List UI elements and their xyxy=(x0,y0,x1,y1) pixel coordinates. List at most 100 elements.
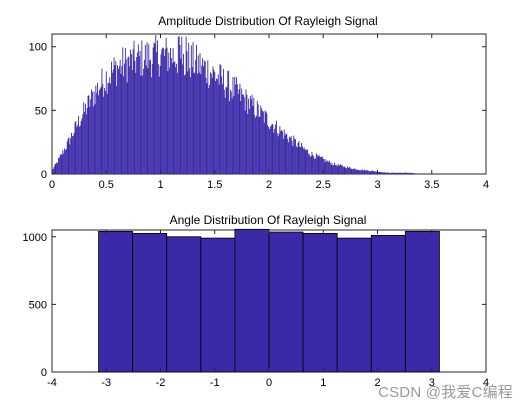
amplitude-bar xyxy=(189,67,191,174)
amplitude-bar xyxy=(356,169,358,174)
amplitude-bar xyxy=(156,52,158,174)
amplitude-bar xyxy=(95,85,97,174)
amplitude-bar xyxy=(365,170,367,174)
amplitude-bar xyxy=(157,40,158,174)
amplitude-bar xyxy=(364,169,366,174)
amplitude-bar xyxy=(117,68,119,174)
amplitude-bar xyxy=(312,154,314,174)
amplitude-bar xyxy=(120,73,122,174)
amplitude-bar xyxy=(124,63,125,174)
amplitude-bar xyxy=(258,117,260,174)
amplitude-bar xyxy=(217,74,219,174)
amplitude-bar xyxy=(351,169,353,174)
amplitude-bar xyxy=(266,113,268,174)
amplitude-bar xyxy=(137,52,138,174)
amplitude-bar xyxy=(309,156,311,174)
amplitude-bar xyxy=(195,59,197,174)
amplitude-bar xyxy=(295,139,296,174)
amplitude-bar xyxy=(298,140,300,174)
amplitude-bar xyxy=(222,68,224,174)
amplitude-bar xyxy=(342,166,344,174)
amplitude-bar xyxy=(161,49,163,174)
amplitude-bar xyxy=(277,136,279,174)
amplitude-bar xyxy=(326,161,328,174)
amplitude-bar xyxy=(306,149,308,174)
amplitude-xtick-label: 3.5 xyxy=(424,179,439,191)
amplitude-bar xyxy=(268,127,270,174)
amplitude-bar xyxy=(77,125,79,174)
amplitude-bar xyxy=(163,56,165,175)
amplitude-bar xyxy=(122,47,124,175)
amplitude-bar xyxy=(372,170,374,174)
amplitude-bar xyxy=(104,90,106,174)
amplitude-bar xyxy=(361,169,363,174)
amplitude-bar xyxy=(199,53,201,175)
amplitude-bar xyxy=(313,156,315,174)
amplitude-bar xyxy=(78,126,80,174)
amplitude-bar xyxy=(229,89,231,174)
amplitude-bar xyxy=(78,116,79,174)
amplitude-bar xyxy=(265,111,267,174)
amplitude-bar xyxy=(368,171,370,174)
amplitude-bar xyxy=(207,60,209,174)
amplitude-bar xyxy=(317,156,319,174)
amplitude-bar xyxy=(81,118,83,174)
amplitude-bar xyxy=(242,94,243,174)
amplitude-bar xyxy=(297,142,299,174)
amplitude-bar xyxy=(361,170,362,174)
amplitude-bar xyxy=(322,158,324,174)
amplitude-bar xyxy=(60,153,62,174)
amplitude-bar xyxy=(152,47,154,174)
amplitude-bar xyxy=(183,53,184,174)
amplitude-bar xyxy=(357,169,359,174)
amplitude-bar xyxy=(170,48,171,174)
amplitude-bar xyxy=(124,47,126,174)
amplitude-bar xyxy=(196,44,197,175)
amplitude-bar xyxy=(282,138,284,174)
amplitude-bar xyxy=(144,59,145,174)
amplitude-bar xyxy=(109,77,111,174)
amplitude-bar xyxy=(374,171,376,174)
amplitude-bar xyxy=(139,50,141,174)
amplitude-bar xyxy=(105,71,107,174)
amplitude-bar xyxy=(370,171,372,174)
amplitude-bar xyxy=(387,172,388,174)
amplitude-bar xyxy=(272,124,274,174)
amplitude-bar xyxy=(409,172,411,174)
angle-xtick-label: -3 xyxy=(101,377,111,389)
amplitude-bar xyxy=(237,94,239,174)
amplitude-bar xyxy=(232,76,234,174)
amplitude-xtick-label: 1 xyxy=(157,179,163,191)
amplitude-bar xyxy=(285,133,287,174)
amplitude-bar xyxy=(414,173,416,174)
amplitude-bar xyxy=(296,147,298,174)
angle-xtick-label: -4 xyxy=(47,377,57,389)
amplitude-bar xyxy=(157,63,159,174)
amplitude-bar xyxy=(345,168,347,174)
amplitude-bar xyxy=(358,170,360,174)
amplitude-bar xyxy=(129,66,131,174)
amplitude-bar xyxy=(374,171,375,174)
amplitude-bar xyxy=(328,161,329,174)
amplitude-bar xyxy=(225,86,227,174)
amplitude-bar xyxy=(384,172,386,174)
amplitude-bar xyxy=(334,162,335,174)
amplitude-bar xyxy=(304,149,306,174)
amplitude-bar xyxy=(348,166,350,174)
amplitude-bar xyxy=(192,42,194,174)
amplitude-bar xyxy=(111,72,113,174)
amplitude-bar xyxy=(320,157,322,174)
amplitude-bar xyxy=(172,48,174,174)
amplitude-bar xyxy=(94,104,96,174)
amplitude-bar xyxy=(324,162,326,174)
amplitude-bar xyxy=(275,124,276,174)
amplitude-bar xyxy=(349,167,351,174)
amplitude-bar xyxy=(134,60,136,174)
amplitude-bar xyxy=(165,37,167,175)
amplitude-bar xyxy=(413,173,415,174)
amplitude-bar xyxy=(218,84,220,174)
amplitude-bar xyxy=(65,150,66,174)
amplitude-bar xyxy=(260,105,262,174)
amplitude-bar xyxy=(136,57,138,174)
amplitude-bar xyxy=(106,93,108,174)
